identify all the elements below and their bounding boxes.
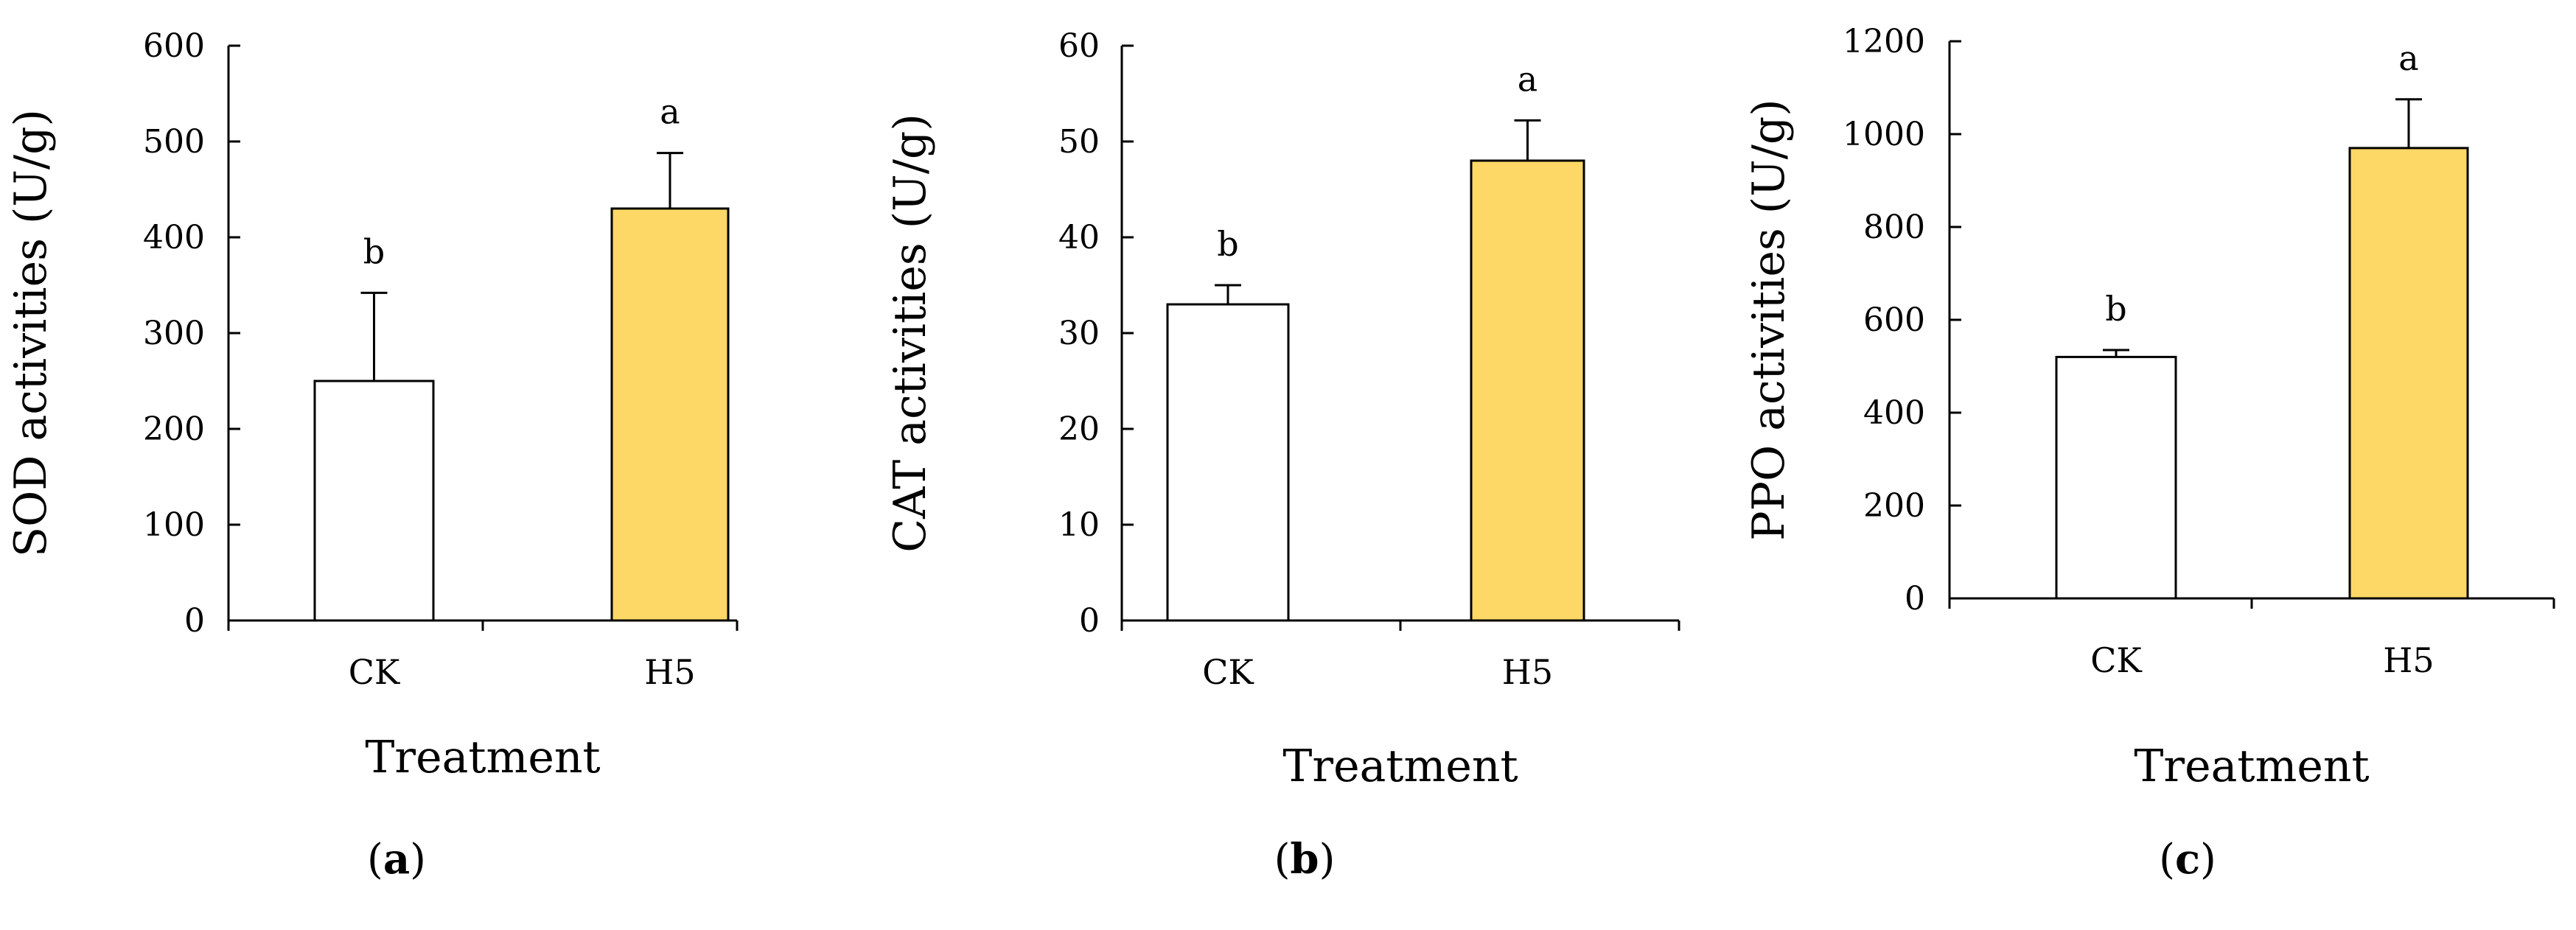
y-tick-label: 300	[143, 315, 205, 352]
y-axis-title: SOD activities (U/g)	[5, 109, 57, 557]
y-tick-label: 60	[1058, 27, 1100, 65]
bar-ck	[2055, 355, 2177, 600]
bar-h5	[610, 207, 730, 622]
y-tick-label: 500	[143, 123, 205, 161]
panel-c: b CK a H5 0 200 400 600 800 1000 1200 Treatment PPO …	[1743, 23, 2555, 884]
x-tick-label: CK	[2090, 640, 2143, 680]
bar-ck	[313, 380, 435, 622]
significance-label: b	[2105, 289, 2126, 329]
panel-b: b CK a H5 0 10 20 30 40 50 60 Treatment CAT activiti…	[884, 27, 1680, 884]
y-tick-label: 40	[1058, 219, 1100, 256]
y-tick-label: 200	[143, 410, 205, 448]
x-axis-title: Treatment	[1282, 741, 1518, 792]
significance-label: b	[1217, 224, 1238, 264]
x-tick-label: H5	[644, 652, 695, 692]
x-tick-label: H5	[2383, 640, 2434, 680]
bar-h5	[1470, 159, 1585, 622]
panel-a: b CK a H5 0 100 200 300 400 500 600 Treatment SOD ac…	[5, 27, 739, 884]
y-tick-label: 1000	[1843, 116, 1925, 153]
significance-label: a	[2398, 38, 2418, 78]
y-tick-label: 50	[1058, 123, 1100, 161]
y-tick-label: 400	[143, 219, 205, 256]
y-tick-label: 30	[1058, 315, 1100, 352]
significance-label: a	[1518, 59, 1537, 99]
x-tick-label: CK	[1202, 652, 1254, 692]
bar-ck	[1166, 303, 1290, 622]
y-tick-label: 600	[1863, 301, 1925, 339]
y-tick-label: 20	[1058, 410, 1100, 448]
x-tick-label: H5	[1502, 652, 1553, 692]
y-tick-label: 0	[184, 602, 205, 640]
y-tick-label: 0	[1079, 602, 1100, 640]
y-tick-label: 600	[143, 27, 205, 65]
y-tick-label: 0	[1905, 580, 1925, 618]
x-axis-title: Treatment	[365, 732, 600, 783]
bar-h5	[2348, 147, 2469, 600]
panel-label: (c)	[2159, 835, 2216, 884]
y-axis-title: PPO activities (U/g)	[1743, 99, 1795, 540]
y-tick-label: 100	[143, 506, 205, 544]
y-tick-label: 200	[1863, 487, 1925, 525]
significance-label: b	[363, 231, 385, 271]
panel-label: (b)	[1274, 835, 1336, 884]
y-axis-title: CAT activities (U/g)	[884, 113, 936, 553]
y-tick-label: 800	[1863, 209, 1925, 246]
y-tick-label: 1200	[1843, 23, 1925, 60]
x-tick-label: CK	[349, 652, 401, 692]
x-axis-title: Treatment	[2134, 741, 2369, 792]
y-tick-label: 400	[1863, 394, 1925, 432]
significance-label: a	[660, 92, 680, 132]
y-tick-label: 10	[1058, 506, 1100, 544]
panel-label: (a)	[367, 835, 426, 884]
